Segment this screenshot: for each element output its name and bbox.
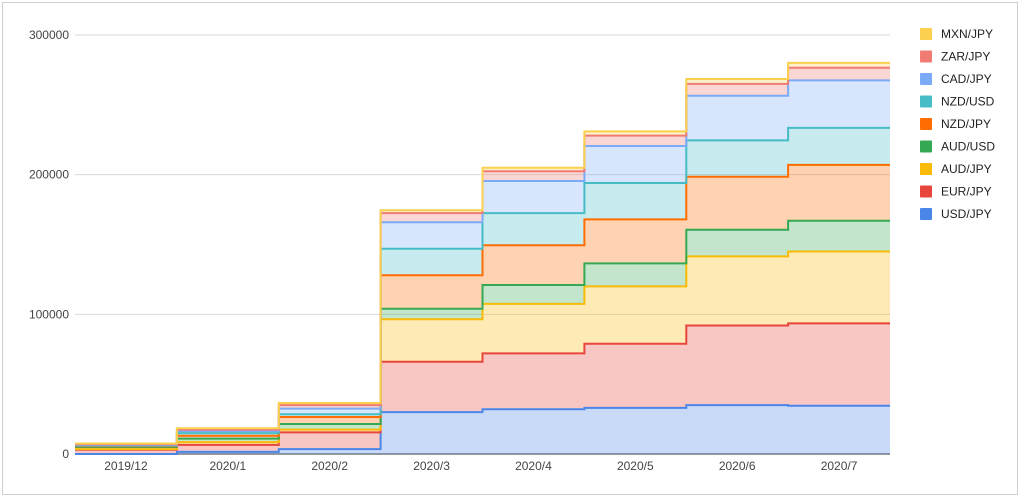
legend-swatch-usd-jpy (920, 208, 932, 220)
x-tick-label: 2020/2 (311, 459, 348, 473)
legend-swatch-nzd-usd (920, 95, 932, 108)
series-line-nzd-usd (75, 126, 890, 447)
series-line-eur-jpy (75, 322, 890, 451)
legend-swatch-zar-jpy (920, 50, 932, 63)
legend-label-mxn-jpy: MXN/JPY (941, 27, 993, 41)
chart-frame (2, 2, 1018, 495)
legend-label-nzd-usd: NZD/USD (941, 95, 995, 109)
y-tick-label: 100000 (29, 307, 69, 321)
legend-swatch-aud-jpy (920, 163, 932, 175)
x-tick-label: 2020/6 (719, 459, 756, 473)
legend-label-usd-jpy: USD/JPY (941, 207, 992, 221)
legend-swatch-nzd-jpy (920, 118, 932, 130)
x-axis-tick-labels: 2019/12 2020/1 2020/2 2020/3 2020/4 2020/5 202… (104, 459, 857, 473)
legend-label-aud-usd: AUD/USD (941, 140, 995, 154)
legend-swatch-mxn-jpy (920, 28, 932, 40)
y-tick-label: 0 (62, 447, 69, 461)
y-axis-tick-labels: 0 100000 200000 300000 (29, 28, 69, 461)
x-tick-label: 2019/12 (104, 459, 148, 473)
series-line-aud-jpy (75, 250, 890, 451)
legend-label-eur-jpy: EUR/JPY (941, 185, 992, 199)
legend-label-aud-jpy: AUD/JPY (941, 162, 992, 176)
series-line-mxn-jpy (75, 61, 890, 445)
x-tick-label: 2020/1 (209, 459, 246, 473)
series-lines (75, 61, 890, 455)
x-tick-label: 2020/7 (821, 459, 858, 473)
legend-label-zar-jpy: ZAR/JPY (941, 50, 990, 64)
series-line-nzd-jpy (75, 163, 890, 448)
legend-swatch-aud-usd (920, 140, 932, 153)
legend-label-cad-jpy: CAD/JPY (941, 72, 992, 86)
x-tick-label: 2020/5 (617, 459, 654, 473)
legend: MXN/JPY ZAR/JPY CAD/JPY NZD/USD NZD/JPY AUD/U… (920, 27, 995, 221)
series-line-usd-jpy (75, 404, 890, 455)
legend-label-nzd-jpy: NZD/JPY (941, 117, 991, 131)
series-line-aud-usd (75, 219, 890, 448)
series-area-aud-jpy (75, 251, 890, 450)
y-tick-label: 300000 (29, 28, 69, 42)
series-area-eur-jpy (75, 323, 890, 454)
legend-swatch-cad-jpy (920, 73, 932, 85)
x-tick-label: 2020/3 (413, 459, 450, 473)
series-area-usd-jpy (75, 405, 890, 454)
y-tick-label: 200000 (29, 168, 69, 182)
x-tick-label: 2020/4 (515, 459, 552, 473)
legend-swatch-eur-jpy (920, 185, 932, 198)
